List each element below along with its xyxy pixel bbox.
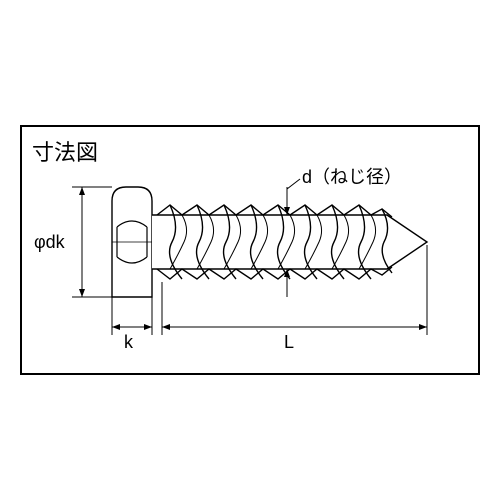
diagram-frame: 寸法図 φdk k L d（ねじ径） xyxy=(20,125,480,375)
dim-phi-dk xyxy=(72,187,112,297)
shank-core xyxy=(152,215,427,269)
screw-diagram xyxy=(22,127,482,377)
dim-k xyxy=(112,297,152,335)
